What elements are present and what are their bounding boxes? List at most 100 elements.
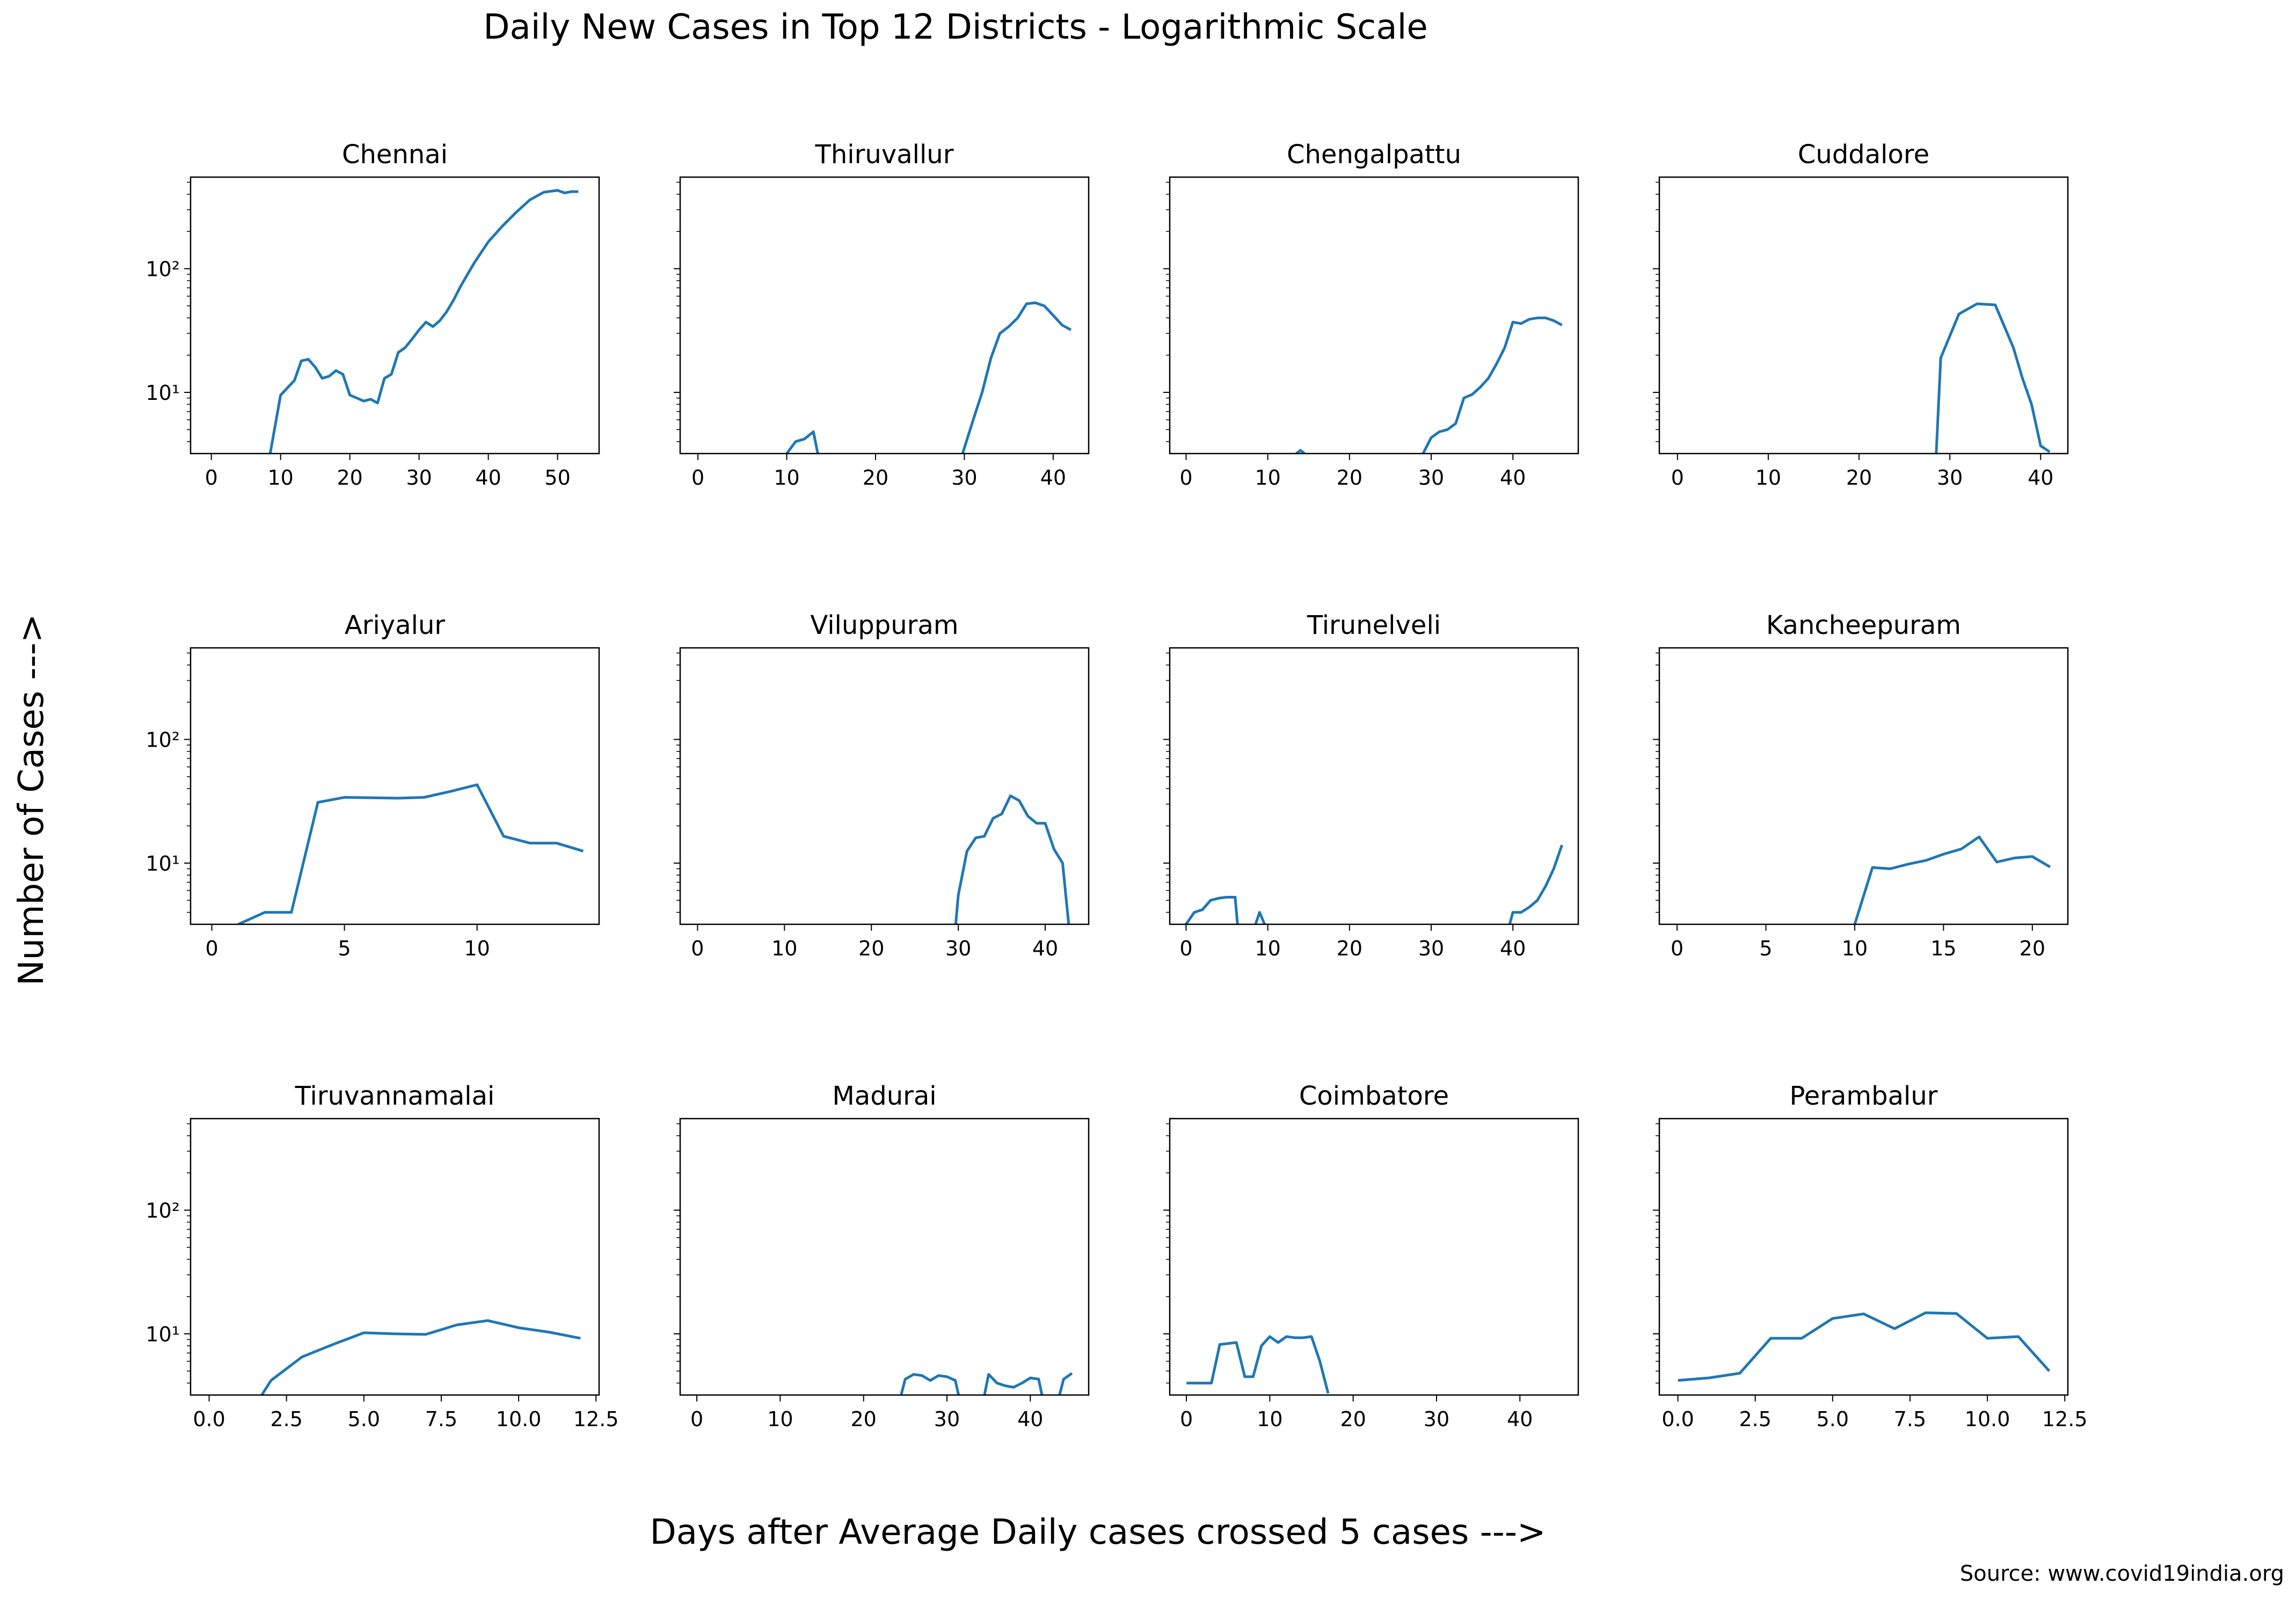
x-tick-label: 5: [1759, 937, 1772, 960]
y-tick-label: 10²: [145, 258, 180, 281]
series-line: [785, 301, 1072, 454]
x-axis-label: Days after Average Daily cases crossed 5…: [650, 1513, 1546, 1552]
subplot-title: Chennai: [342, 140, 448, 170]
x-tick-label: 5.0: [348, 1407, 380, 1431]
axes-frame: [1169, 176, 1579, 455]
x-tick-label: 10: [1755, 466, 1781, 490]
subplot-title: Madurai: [832, 1081, 936, 1111]
x-tick-label: 20: [337, 466, 362, 490]
subplot-title: Tiruvannamalai: [295, 1081, 495, 1111]
x-tick-label: 12.5: [2042, 1407, 2088, 1431]
x-tick-label: 20: [1846, 466, 1872, 490]
subplot-title: Coimbatore: [1299, 1081, 1449, 1111]
y-tick-label: 10²: [145, 728, 180, 752]
x-tick-label: 0.0: [193, 1407, 225, 1431]
y-tick-label: 10¹: [145, 381, 180, 405]
x-tick-label: 20: [863, 466, 888, 490]
subplot-tiruvannamalai: Tiruvannamalai 0.0 2.5 5.0 7.5 10.0 12.5 10¹ 10²: [145, 1081, 618, 1431]
x-tick-label: 30: [951, 466, 977, 490]
axes-frame: [1658, 647, 2069, 925]
series-line: [1185, 844, 1563, 924]
y-axis-label: Number of Cases --->: [12, 614, 52, 986]
x-tick-label: 40: [1040, 466, 1066, 490]
x-tick-label: 30: [1418, 466, 1444, 490]
subplot-perambalur: Perambalur 0.0 2.5 5.0 7.5 10.0 12.5: [1653, 1081, 2088, 1431]
x-tick-label: 10: [267, 466, 293, 490]
x-tick-label: 0: [1179, 937, 1192, 960]
x-tick-label: 10.0: [496, 1407, 542, 1431]
subplot-viluppuram: Viluppuram 0 10 20 30 40: [674, 610, 1090, 960]
x-tick-label: 40: [1017, 1407, 1043, 1431]
x-tick-label: 0: [1671, 466, 1684, 490]
subplot-title: Ariyalur: [345, 610, 445, 640]
x-tick-label: 15: [1930, 937, 1956, 960]
series-line: [237, 783, 584, 924]
x-tick-label: 0: [205, 937, 218, 960]
x-tick-label: 0: [691, 466, 704, 490]
series-line: [1853, 835, 2051, 924]
x-tick-label: 20: [1340, 1407, 1366, 1431]
axes-frame: [679, 647, 1090, 925]
subplot-title: Chengalpattu: [1287, 140, 1461, 170]
subplot-title: Viluppuram: [810, 610, 958, 640]
axes-frame: [679, 176, 1090, 455]
axes-frame: [1658, 176, 2069, 455]
series-line: [1295, 316, 1563, 454]
series-line: [1186, 1335, 1330, 1394]
subplot-thiruvallur: Thiruvallur 0 10 20 30 40: [674, 140, 1090, 490]
x-tick-label: 0: [690, 1407, 703, 1431]
x-tick-label: 0: [1671, 937, 1683, 960]
x-tick-label: 30: [406, 466, 432, 490]
x-tick-label: 10: [1255, 937, 1280, 960]
x-tick-label: 0: [1180, 1407, 1193, 1431]
x-tick-label: 5: [338, 937, 351, 960]
x-tick-label: 10: [464, 937, 490, 960]
x-tick-label: 20: [1337, 937, 1362, 960]
x-tick-label: 30: [934, 1407, 960, 1431]
axes-frame: [679, 1118, 1090, 1396]
x-tick-label: 10: [1255, 466, 1280, 490]
axes-frame: [1169, 647, 1579, 925]
x-tick-label: 10: [774, 466, 799, 490]
x-tick-label: 20: [2020, 937, 2045, 960]
figure-title: Daily New Cases in Top 12 Districts - Lo…: [483, 8, 1427, 47]
x-tick-label: 10: [771, 937, 797, 960]
x-tick-label: 20: [858, 937, 884, 960]
x-tick-label: 30: [1418, 937, 1444, 960]
series-line: [268, 189, 579, 454]
axes-frame: [1169, 1118, 1579, 1396]
x-tick-label: 0: [691, 937, 704, 960]
y-tick-label: 10¹: [145, 852, 180, 875]
x-tick-label: 40: [1500, 937, 1526, 960]
subplot-chengalpattu: Chengalpattu 0 10 20 30 40: [1163, 140, 1579, 490]
x-tick-label: 10: [767, 1407, 793, 1431]
subplot-coimbatore: Coimbatore 0 10 20 30 40: [1163, 1081, 1579, 1431]
x-tick-label: 30: [1424, 1407, 1449, 1431]
x-tick-label: 10.0: [1965, 1407, 2010, 1431]
source-note: Source: www.covid19india.org: [1960, 1561, 2284, 1586]
series-line: [1935, 302, 2051, 454]
subplot-kancheepuram: Kancheepuram 0 5 10 15 20: [1653, 610, 2069, 960]
x-tick-label: 2.5: [1739, 1407, 1772, 1431]
axes-frame: [1658, 1118, 2069, 1396]
x-tick-label: 10: [1257, 1407, 1282, 1431]
axes-frame: [189, 176, 600, 455]
x-tick-label: 0.0: [1661, 1407, 1694, 1431]
series-line: [1678, 1311, 2051, 1382]
subplot-title: Cuddalore: [1798, 140, 1929, 170]
subplot-title: Thiruvallur: [815, 140, 954, 170]
x-tick-label: 20: [1337, 466, 1362, 490]
x-tick-label: 2.5: [271, 1407, 303, 1431]
x-tick-label: 10: [1842, 937, 1868, 960]
axes-frame: [189, 1118, 600, 1396]
axes-frame: [189, 647, 600, 925]
x-tick-label: 7.5: [425, 1407, 457, 1431]
x-tick-label: 30: [945, 937, 971, 960]
x-tick-label: 0: [205, 466, 218, 490]
subplot-title: Tirunelveli: [1307, 610, 1441, 640]
x-tick-label: 0: [1179, 466, 1192, 490]
x-tick-label: 50: [544, 466, 570, 490]
